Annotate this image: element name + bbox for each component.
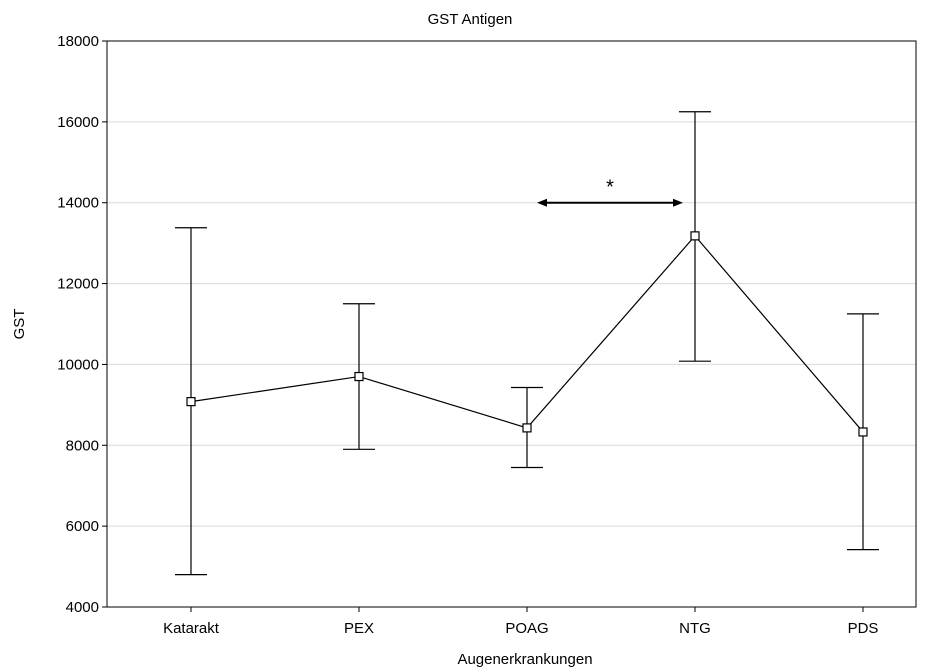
y-tick-label: 10000 [57,356,99,373]
data-point [186,397,196,407]
data-point [354,371,364,382]
y-tick-label: 16000 [57,114,99,131]
series-markers [186,231,868,437]
grid-lines [107,121,916,527]
error-bars [175,111,879,576]
significance-arrowhead-left [537,198,547,207]
significance-annotation: * [537,177,683,207]
plot-frame [106,40,917,608]
x-tick-label: PDS [848,620,879,637]
y-tick-label: 14000 [57,195,99,212]
significance-star: * [606,177,614,199]
y-tick-label: 18000 [57,33,99,50]
data-point [858,427,868,437]
x-tick-label: Katarakt [163,620,220,637]
x-tick-label: NTG [679,620,711,637]
y-axis: 4000 6000 8000 10000 12000 14000 16000 18000 [57,33,107,616]
x-axis: Katarakt PEX POAG NTG PDS [163,607,878,637]
x-tick-label: POAG [505,620,548,637]
x-axis-label: Augenerkrankungen [457,651,592,668]
y-tick-label: 12000 [57,276,99,293]
data-point [690,231,700,241]
y-tick-label: 4000 [66,599,99,616]
data-point [522,423,532,433]
chart-title: GST Antigen [428,11,513,28]
y-tick-label: 6000 [66,518,99,535]
y-tick-label: 8000 [66,437,99,454]
y-axis-label: GST [11,309,28,340]
significance-arrowhead-right [673,198,683,207]
x-tick-label: PEX [344,620,374,637]
